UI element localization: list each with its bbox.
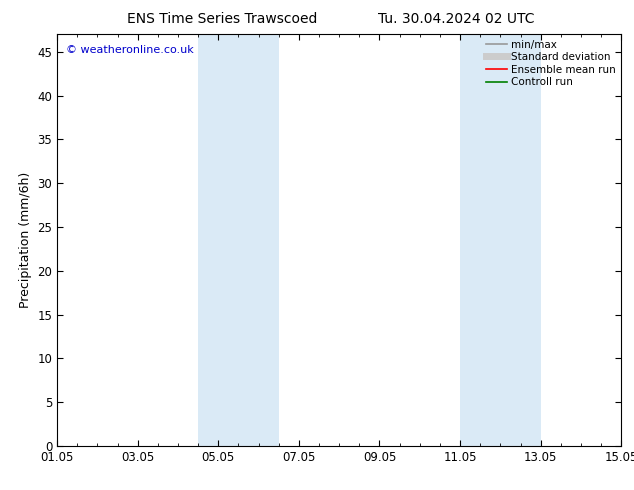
Bar <box>460 34 500 446</box>
Text: Tu. 30.04.2024 02 UTC: Tu. 30.04.2024 02 UTC <box>378 12 534 26</box>
Bar <box>238 34 279 446</box>
Legend: min/max, Standard deviation, Ensemble mean run, Controll run: min/max, Standard deviation, Ensemble me… <box>484 37 618 89</box>
Bar <box>500 34 541 446</box>
Text: ENS Time Series Trawscoed: ENS Time Series Trawscoed <box>127 12 317 26</box>
Y-axis label: Precipitation (mm/6h): Precipitation (mm/6h) <box>19 172 32 308</box>
Bar <box>198 34 238 446</box>
Text: © weatheronline.co.uk: © weatheronline.co.uk <box>65 45 193 54</box>
